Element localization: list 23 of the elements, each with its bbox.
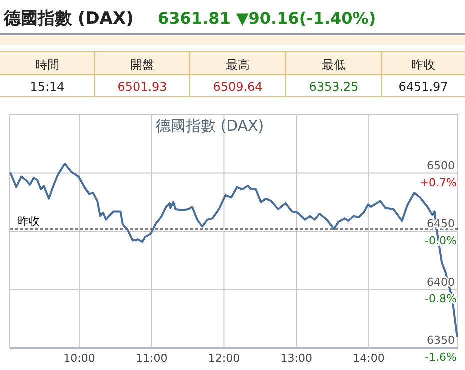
chart-title: 德國指數 (DAX)	[3, 9, 134, 29]
x-tick-label: 11:00	[136, 352, 168, 365]
text: 6451.97	[398, 80, 448, 94]
text: 最高	[226, 58, 250, 72]
text: 6501.93	[118, 80, 168, 94]
x-tick-label: 14:00	[353, 352, 385, 365]
ref-line-label: 昨收	[18, 215, 40, 228]
x-tick-label: 10:00	[64, 352, 96, 365]
x-tick-label: 13:00	[280, 352, 312, 365]
text: 時間	[36, 58, 60, 72]
y-tick-label: 6500	[427, 159, 455, 172]
text: 昨收	[412, 58, 436, 72]
text: 6353.25	[309, 80, 359, 94]
chart-subtitle: 6361.81 ▼90.16(-1.40%)	[158, 9, 376, 28]
text: 開盤	[130, 58, 154, 72]
text: 最低	[322, 58, 346, 72]
x-tick-label: 12:00	[208, 352, 240, 365]
annotation: 德國指數 (DAX)	[156, 117, 264, 135]
y2-tick-label: -1.6%	[425, 351, 457, 364]
text: 6509.64	[213, 80, 263, 94]
text: 15:14	[30, 80, 65, 94]
y2-tick-label: +0.7%	[420, 176, 457, 190]
y-tick-label: 6350	[427, 334, 455, 347]
